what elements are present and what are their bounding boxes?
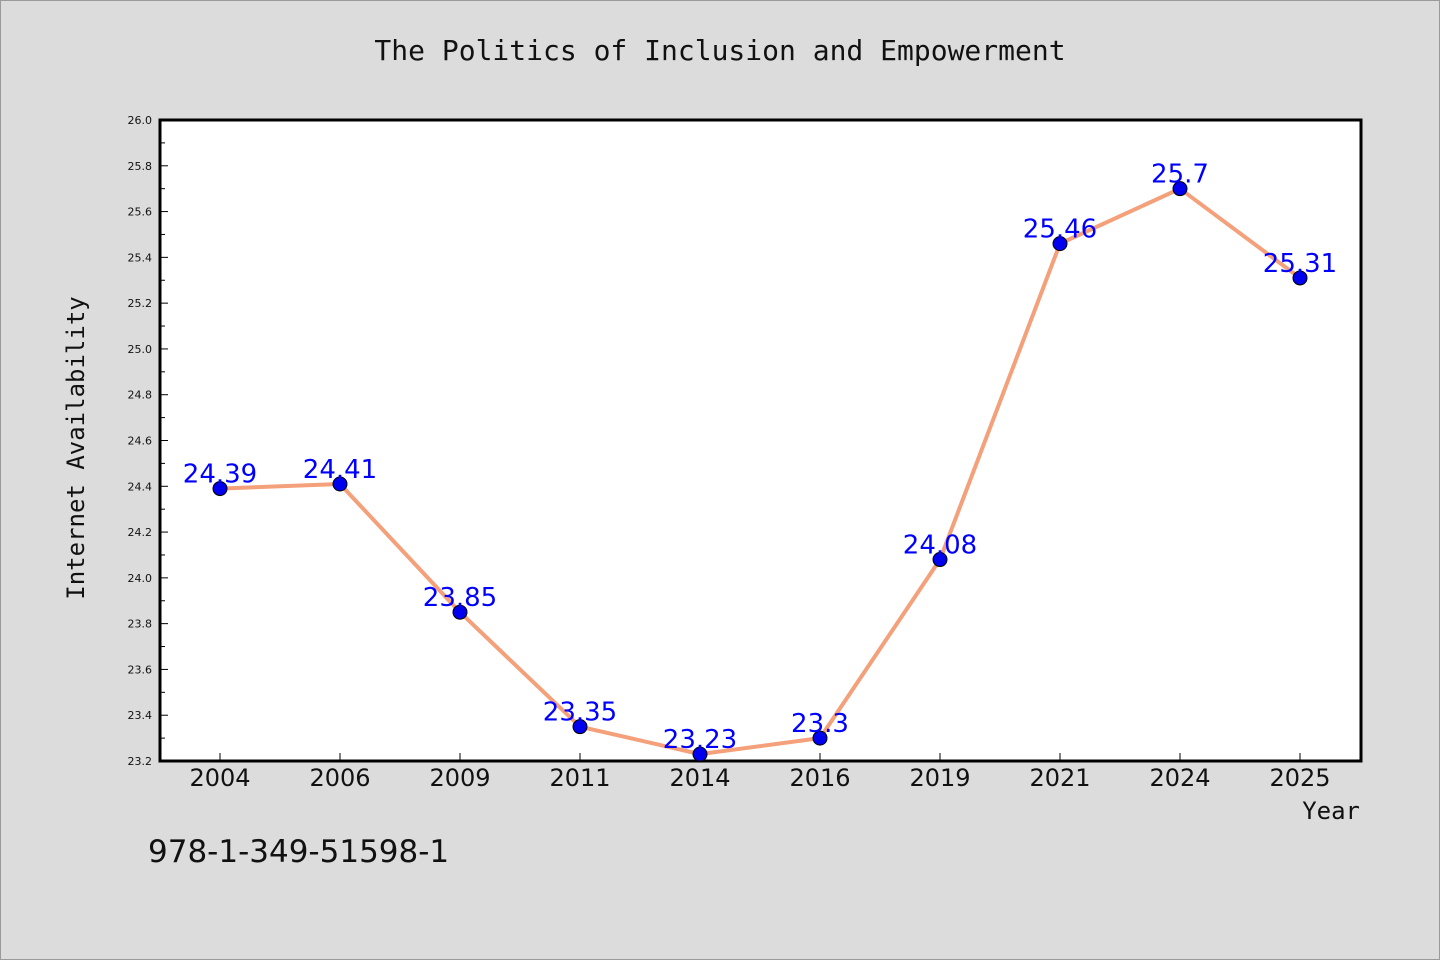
y-tick-label: 26.0 <box>128 114 153 127</box>
y-tick-label: 25.8 <box>128 160 153 173</box>
x-axis-label: Year <box>1302 797 1360 825</box>
data-label: 24.39 <box>183 460 257 490</box>
x-tick-label: 2016 <box>789 764 850 792</box>
data-point <box>1292 270 1308 286</box>
series-labels: 24.39 24.41 23.85 23.35 23.23 23.3 24.08 25.46 2… <box>183 160 1337 755</box>
data-label: 25.31 <box>1263 249 1337 279</box>
y-tick-label: 24.4 <box>128 480 153 493</box>
data-point <box>452 604 468 620</box>
data-label: 23.35 <box>543 698 617 728</box>
y-tick-label: 25.4 <box>128 251 153 264</box>
y-tick-label: 25.2 <box>128 297 153 310</box>
data-label: 24.08 <box>903 531 977 561</box>
data-label: 23.85 <box>423 583 497 613</box>
data-label: 25.7 <box>1151 160 1209 190</box>
data-point <box>692 746 708 762</box>
data-label: 23.3 <box>791 709 849 739</box>
x-tick-label: 2006 <box>309 764 370 792</box>
data-point <box>332 476 348 492</box>
y-tick-label: 24.2 <box>128 526 153 539</box>
y-tick-label: 23.4 <box>128 709 153 722</box>
x-tick-label: 2009 <box>429 764 490 792</box>
y-tick-label: 24.6 <box>128 435 153 448</box>
y-axis-ticks: 23.2 23.4 23.6 23.8 24.0 24.2 24.4 24.6 24.8 25.0… <box>128 114 168 768</box>
series-lines <box>219 186 1302 757</box>
y-tick-label: 24.0 <box>128 572 153 585</box>
y-tick-label: 23.6 <box>128 663 153 676</box>
data-label: 23.23 <box>663 725 737 755</box>
y-tick-label: 24.8 <box>128 389 153 402</box>
data-point <box>1172 181 1188 197</box>
y-tick-label: 23.8 <box>128 618 153 631</box>
x-tick-label: 2024 <box>1149 764 1210 792</box>
y-tick-label: 25.0 <box>128 343 153 356</box>
x-tick-label: 2014 <box>669 764 730 792</box>
data-point <box>932 552 948 568</box>
x-tick-label: 2021 <box>1029 764 1090 792</box>
isbn-text: 978-1-349-51598-1 <box>148 834 450 870</box>
data-label: 25.46 <box>1023 215 1097 245</box>
chart-title: The Politics of Inclusion and Empowermen… <box>374 34 1066 67</box>
y-tick-label: 25.6 <box>128 206 153 219</box>
x-tick-label: 2019 <box>909 764 970 792</box>
data-point <box>212 481 228 497</box>
x-axis-ticks: 2004 2006 2009 2011 2014 2016 2019 2021 2024 2025 <box>189 753 1331 792</box>
data-point <box>812 730 828 746</box>
series-markers <box>212 181 1308 762</box>
data-point <box>1052 236 1068 252</box>
x-tick-label: 2004 <box>189 764 250 792</box>
x-tick-label: 2025 <box>1269 764 1330 792</box>
y-tick-label: 23.2 <box>128 755 153 768</box>
plot-area <box>158 118 1363 763</box>
data-point <box>572 719 588 735</box>
series-line <box>219 186 1302 757</box>
x-tick-label: 2011 <box>549 764 610 792</box>
data-label: 24.41 <box>303 455 377 485</box>
